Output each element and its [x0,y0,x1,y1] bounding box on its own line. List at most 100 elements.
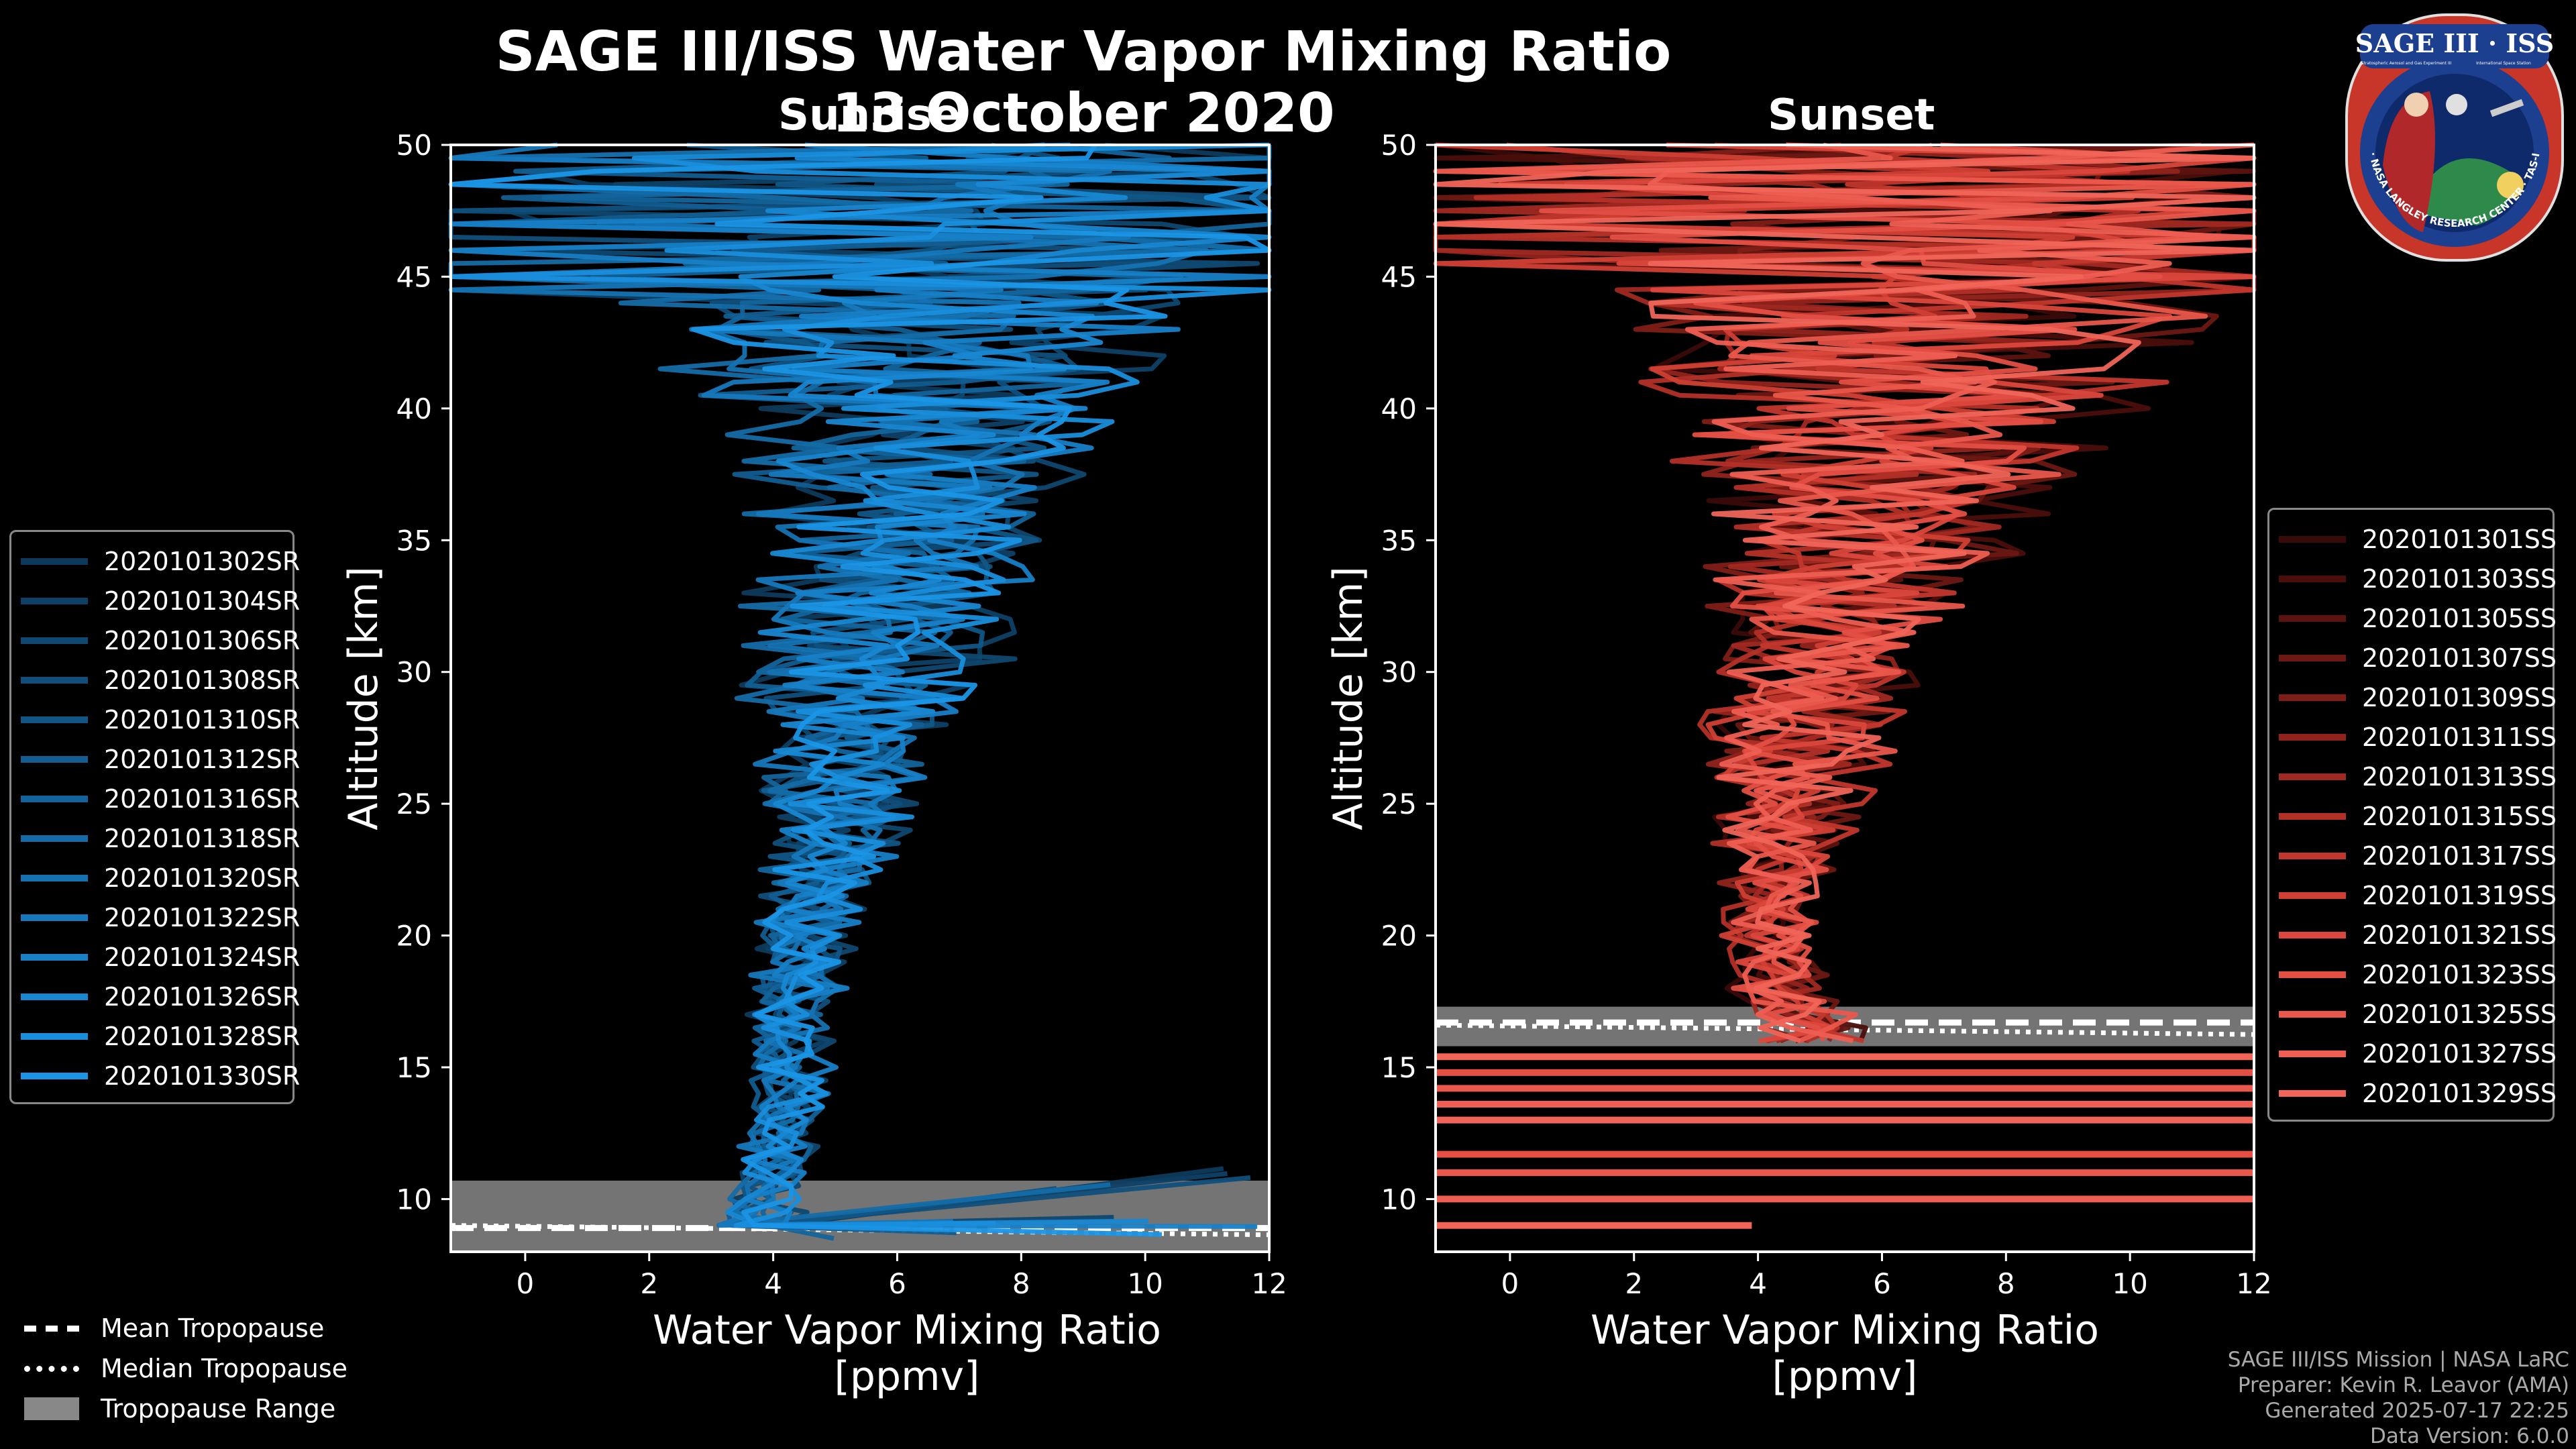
legend-swatch [21,835,88,842]
legend-item: 2020101305SS [2279,598,2557,638]
sunrise-x-axis-label: Water Vapor Mixing Ratio [653,1307,1161,1354]
x-tick-label: 2 [1625,1267,1643,1300]
legend-swatch [21,1072,88,1079]
legend-swatch [2279,614,2346,622]
legend-item: 2020101304SR [21,581,300,621]
legend-mean-tropopause: Mean Tropopause [24,1308,347,1348]
legend-label: 2020101305SS [2362,603,2557,633]
sunset-x-axis-label: Water Vapor Mixing Ratio [1591,1307,2099,1354]
legend-label: 2020101311SS [2362,722,2557,752]
profile-line-2020101330SR [448,144,1272,1237]
legend-item: 2020101329SS [2279,1073,2557,1113]
legend-tropopause-range: Tropopause Range [24,1389,347,1429]
legend-swatch [21,755,88,763]
legend-item: 2020101321SS [2279,915,2557,955]
legend-item: 2020101303SS [2279,559,2557,598]
patch-top-banner [2360,24,2549,68]
legend-label: 2020101304SR [104,586,301,616]
profile-line-2020101329SS [1433,142,2257,1044]
sunset-subtitle: Sunset [1768,91,1935,140]
legend-item: 2020101316SR [21,779,300,818]
legend-label: 2020101306SR [104,625,301,655]
legend-label: 2020101322SR [104,902,301,932]
legend-item: 2020101327SS [2279,1034,2557,1073]
y-tick-label: 10 [1381,1183,1417,1216]
profile-line-2020101325SS [1433,142,2257,1043]
patch-figure-robe-icon [2383,91,2435,232]
legend-swatch [21,795,88,802]
x-tick-label: 0 [1501,1267,1519,1300]
x-tick-label: 12 [2236,1267,2271,1300]
legend-item: 2020101301SS [2279,519,2557,559]
patch-moon-icon [2446,94,2467,115]
y-tick-label: 40 [1381,392,1417,425]
legend-label: 2020101307SS [2362,643,2557,673]
x-tick-label: 8 [1012,1267,1030,1300]
y-tick-label: 35 [1381,524,1417,557]
legend-swatch [21,557,88,565]
legend-item: 2020101324SR [21,937,300,977]
tropopause-range-label: Tropopause Range [101,1394,336,1424]
legend-item: 2020101311SS [2279,717,2557,757]
legend-label: 2020101324SR [104,942,301,972]
legend-label: 2020101309SS [2362,682,2557,712]
patch-sun-icon [2497,172,2524,199]
legend-label: 2020101320SR [104,863,301,893]
x-tick-label: 10 [1127,1267,1163,1300]
legend-item: 2020101325SS [2279,994,2557,1034]
x-tick-label: 0 [517,1267,535,1300]
sunset-legend: 2020101301SS 2020101303SS 2020101305SS 2020… [2267,508,2557,1122]
legend-item: 2020101307SS [2279,638,2557,678]
legend-item: 2020101313SS [2279,757,2557,796]
legend-swatch [2279,892,2346,899]
legend-item: 2020101322SR [21,898,300,937]
legend-label: 2020101313SS [2362,761,2557,792]
profile-line-2020101326SR [725,142,1272,1228]
legend-item: 2020101306SR [21,621,300,660]
legend-item: 2020101315SS [2279,796,2557,836]
patch-title: SAGE III · ISS [2355,28,2554,58]
credit-generated: Generated 2025-07-17 22:25 [2265,1399,2569,1423]
credits-block: SAGE III/ISS Mission | NASA LaRC Prepare… [2228,1347,2569,1449]
sunrise-subtitle: Sunrise [778,91,961,140]
patch-small-right: International Space Station [2476,61,2531,66]
y-tick-label: 35 [396,524,432,557]
legend-swatch [2279,1010,2346,1018]
y-tick-label: 30 [1381,656,1417,689]
sage-mission-patch-logo: SAGE III · ISS Stratospheric Aerosol and… [2343,11,2564,262]
sunset-plot-frame [1434,144,2255,1253]
legend-swatch [2279,812,2346,820]
legend-label: 2020101308SR [104,665,301,695]
legend-label: 2020101302SR [104,546,301,576]
legend-swatch [2279,694,2346,701]
legend-label: 2020101328SR [104,1021,301,1051]
credit-preparer: Preparer: Kevin R. Leavor (AMA) [2237,1373,2569,1397]
legend-item: 2020101317SS [2279,836,2557,875]
sunrise-plot-frame [449,144,1271,1253]
sunrise-panel: 0 2 4 6 8 10 12 10 15 20 25 30 35 40 45 50 Water Vapor… [340,129,1287,1400]
legend-label: 2020101318SR [104,823,301,853]
sunrise-profiles-group [448,142,1272,1241]
legend-swatch [21,914,88,921]
legend-swatch [21,953,88,961]
legend-swatch [2279,654,2346,661]
x-tick-label: 10 [2112,1267,2147,1300]
y-tick-label: 25 [1381,788,1417,820]
legend-swatch [21,716,88,723]
sunset-profiles-group [1433,142,2257,1229]
credit-data-version: Data Version: 6.0.0 [2369,1424,2569,1448]
legend-label: 2020101327SS [2362,1038,2557,1069]
x-tick-label: 12 [1251,1267,1287,1300]
x-tick-label: 4 [764,1267,782,1300]
y-tick-label: 40 [396,392,432,425]
patch-figure-head-icon [2404,93,2428,117]
legend-item: 2020101310SR [21,700,300,739]
mean-tropopause-label: Mean Tropopause [101,1313,325,1343]
legend-swatch [2279,1050,2346,1057]
legend-item: 2020101302SR [21,541,300,581]
main-title: SAGE III/ISS Water Vapor Mixing Ratio [495,20,1672,84]
sunset-x-axis-unit: [ppmv] [1772,1353,1918,1400]
legend-swatch [21,1032,88,1040]
legend-label: 2020101317SS [2362,841,2557,871]
